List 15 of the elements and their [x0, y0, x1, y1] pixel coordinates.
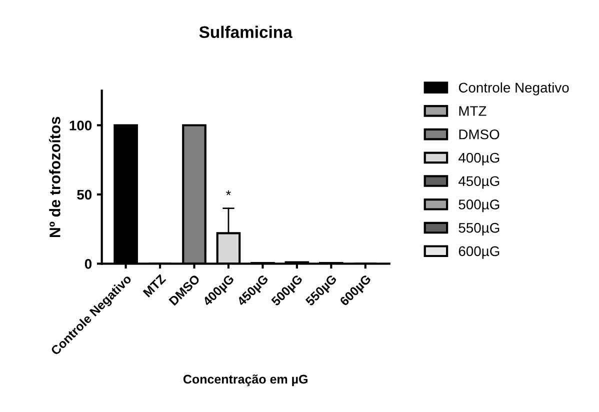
y-tick-label: 50: [77, 190, 92, 200]
x-axis-title: Concentração em µG: [183, 374, 308, 386]
y-tick-label: 100: [70, 120, 92, 130]
legend-label: DMSO: [459, 129, 500, 140]
legend-label: MTZ: [459, 106, 486, 116]
legend-label: 450µG: [458, 176, 500, 189]
y-tick-label: 0: [84, 259, 92, 269]
legend-label: 550µG: [458, 222, 500, 236]
legend-label: 400µG: [458, 152, 500, 166]
annotation: *: [226, 190, 231, 196]
y-axis-title: Nº de trofozoítos: [49, 116, 60, 238]
legend-label: 500µG: [458, 200, 500, 212]
chart-title: Sulfamicina: [199, 26, 292, 38]
legend-label: 600µG: [458, 246, 500, 259]
legend-label: Controle Negativo: [458, 82, 569, 96]
